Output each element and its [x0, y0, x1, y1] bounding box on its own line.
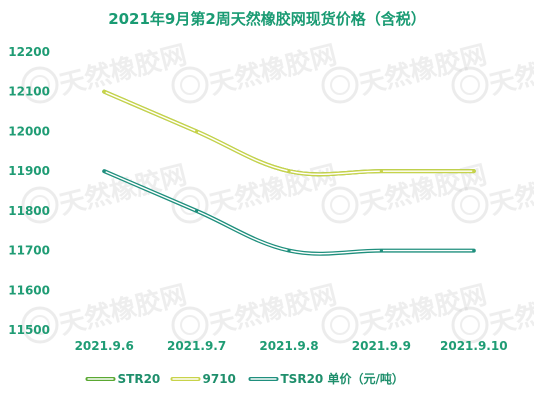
- legend-item: STR20: [85, 372, 161, 386]
- chart-title: 2021年9月第2周天然橡胶网现货价格（含税）: [108, 10, 426, 28]
- y-tick-label: 11800: [8, 204, 50, 218]
- data-point: [287, 169, 291, 173]
- data-point: [472, 169, 476, 173]
- data-point: [195, 209, 199, 213]
- data-point: [102, 169, 106, 173]
- x-axis-ticks: 2021.9.6 2021.9.7 2021.9.8 2021.9.9 2021.9.1…: [75, 339, 508, 353]
- legend-item: 9710: [170, 372, 236, 386]
- legend-item: TSR20 单价（元/吨）: [248, 371, 404, 386]
- legend-label: 9710: [203, 372, 236, 386]
- y-tick-label: 11500: [8, 323, 50, 337]
- y-tick-label: 12200: [8, 45, 50, 59]
- data-point: [287, 248, 291, 253]
- x-tick-label: 2021.9.6: [75, 339, 134, 353]
- series-layer: [102, 89, 476, 256]
- y-tick-label: 11900: [8, 164, 50, 178]
- legend: STR20 9710 TSR20 单价（元/吨）: [85, 371, 404, 386]
- x-tick-label: 2021.9.9: [352, 339, 411, 353]
- y-tick-label: 11600: [8, 283, 50, 297]
- series-2: [102, 169, 476, 256]
- data-point: [379, 169, 383, 173]
- x-tick-label: 2021.9.7: [167, 339, 226, 353]
- x-tick-label: 2021.9.8: [259, 339, 318, 353]
- series-1: [102, 89, 476, 177]
- y-tick-label: 12000: [8, 124, 50, 138]
- data-point: [472, 248, 476, 253]
- data-point: [379, 248, 383, 253]
- legend-label: STR20: [118, 372, 161, 386]
- data-point: [102, 90, 106, 94]
- y-tick-label: 11700: [8, 244, 50, 258]
- legend-label: TSR20 单价（元/吨）: [281, 371, 404, 386]
- data-point: [195, 129, 199, 134]
- x-tick-label: 2021.9.10: [440, 339, 508, 353]
- y-tick-label: 12100: [8, 85, 50, 99]
- y-axis-ticks: 11500 11600 11700 11800 11900 12000 12100 12200: [8, 45, 50, 337]
